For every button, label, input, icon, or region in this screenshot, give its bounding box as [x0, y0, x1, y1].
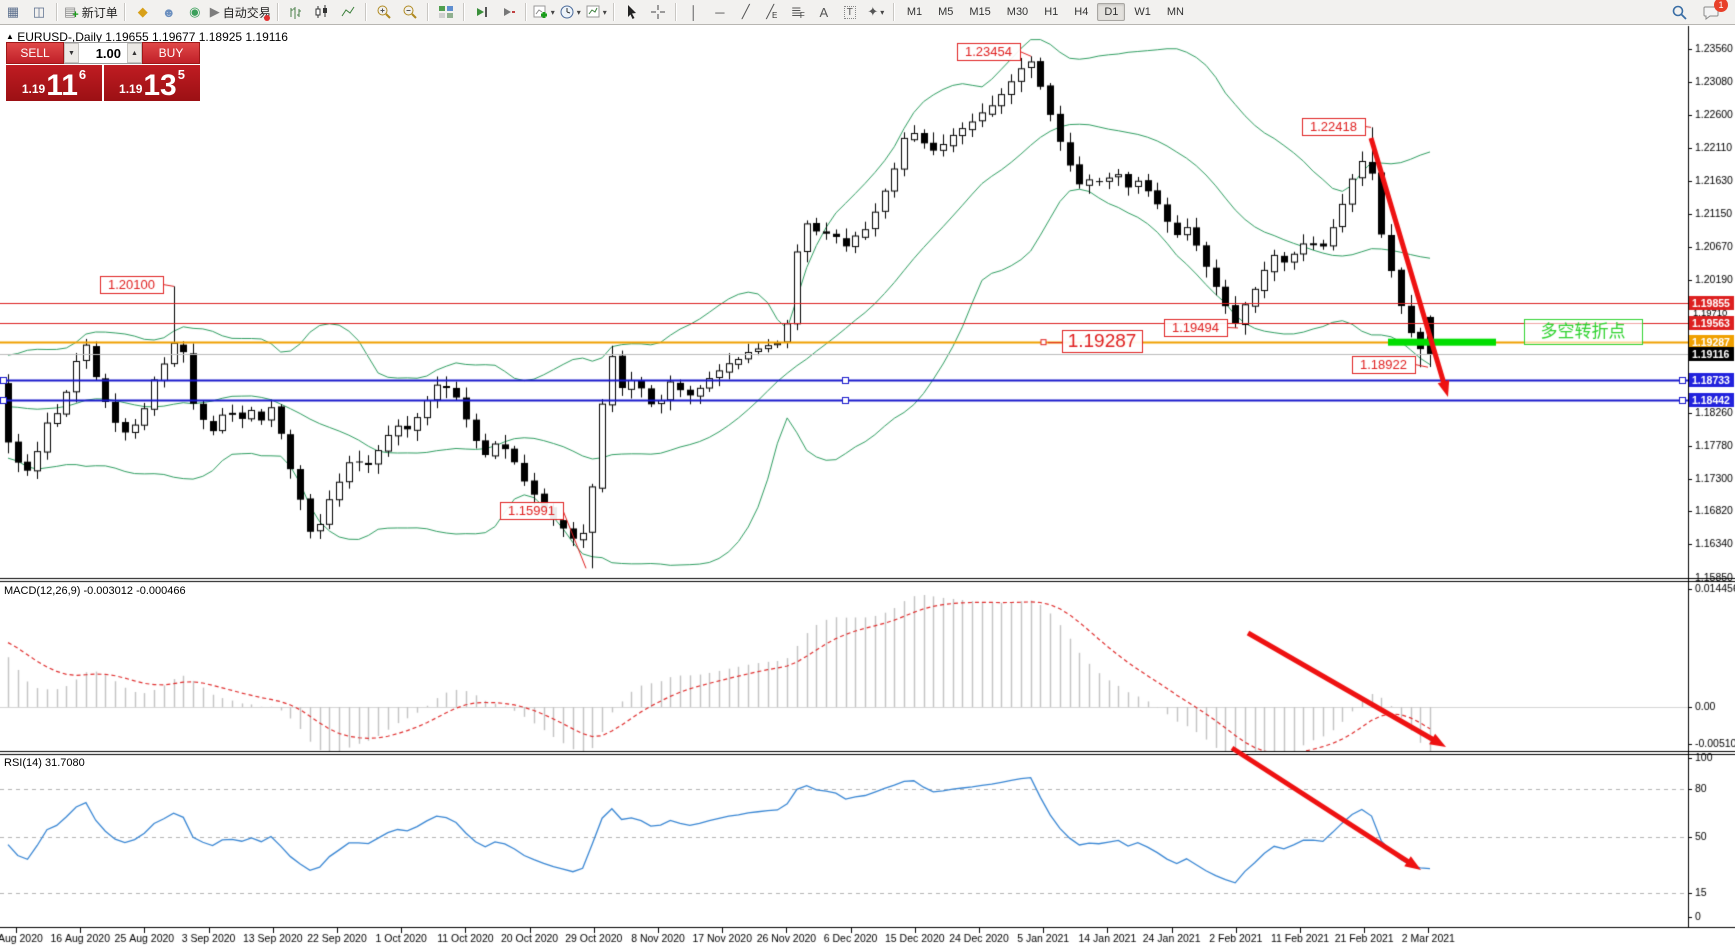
sell-price-quote[interactable]: 1.19 11 6	[6, 65, 102, 101]
plus-overlay-icon: +	[72, 9, 79, 21]
buy-price-quote[interactable]: 1.19 13 5	[104, 65, 200, 101]
toolbar-group-2: ◆ ☻ ◉ ▶ 自动交易	[130, 0, 273, 25]
bar-chart-icon[interactable]	[284, 1, 308, 24]
candlestick-chart-icon[interactable]	[310, 1, 334, 24]
chevron-down-icon[interactable]: ▾	[576, 7, 581, 17]
toolbar-group-5	[433, 0, 459, 25]
chevron-down-icon[interactable]: ▾	[880, 7, 885, 17]
profile-icon[interactable]: ☻	[161, 4, 176, 20]
toolbar-group-6	[469, 0, 521, 25]
toolbar-group-3	[283, 0, 361, 25]
buy-price-small: 1.19	[119, 82, 143, 96]
zoom-in-icon[interactable]	[372, 1, 396, 24]
trendline-icon[interactable]: ╱	[741, 4, 750, 19]
new-order-button-label: 新订单	[81, 5, 118, 20]
sell-price-big: 11	[46, 69, 78, 102]
new-order-button[interactable]: ▤ + 新订单	[64, 4, 118, 21]
vertical-line-icon[interactable]: │	[689, 4, 698, 20]
toolbar-group-7: ▾ ▾ ▾	[531, 0, 609, 25]
timeframe-m1[interactable]: M1	[906, 6, 923, 18]
volume-down-button[interactable]: ▼	[64, 43, 79, 63]
zoom-out-icon[interactable]	[398, 1, 422, 24]
signals-icon[interactable]: ◉	[189, 4, 201, 19]
text-icon[interactable]: A	[819, 4, 829, 20]
toolbar-separator	[426, 3, 429, 21]
periods-icon[interactable]: ▾	[558, 1, 582, 24]
volume-up-button[interactable]: ▲	[127, 43, 142, 63]
volume-stepper[interactable]: ▼ 1.00 ▲	[64, 42, 142, 64]
market-watch-icon[interactable]: ▦	[6, 4, 20, 19]
icon-subscript: F	[799, 10, 805, 20]
data-window-icon[interactable]: ◫	[32, 4, 46, 19]
toolbar-separator	[612, 3, 615, 21]
icon-subscript: E	[772, 10, 778, 20]
autotrade-button[interactable]: ▶ 自动交易	[209, 4, 271, 21]
timeframe-group: M1 M5 M15 M30 H1 H4 D1 W1 MN	[899, 0, 1192, 25]
sell-price-sup: 6	[78, 67, 87, 82]
volume-value[interactable]: 1.00	[95, 45, 121, 61]
chart-shift-icon[interactable]	[496, 1, 520, 24]
indicators-icon[interactable]: ▾	[532, 1, 556, 24]
tile-windows-icon[interactable]	[434, 1, 458, 24]
line-chart-icon[interactable]	[336, 1, 360, 24]
timeframe-h1[interactable]: H1	[1044, 6, 1059, 18]
chat-icon[interactable]: 1	[1699, 0, 1728, 24]
channel-icon[interactable]: ╱ E	[766, 4, 778, 20]
auto-scroll-icon[interactable]	[470, 1, 494, 24]
macd-indicator-label: MACD(12,26,9) -0.003012 -0.000466	[4, 585, 186, 597]
toolbar-separator	[276, 3, 279, 21]
crosshair-icon[interactable]	[646, 1, 670, 24]
toolbar-group-9: │ ─ ╱ ╱ E ≣ F A T ✦ ▾	[681, 0, 889, 25]
history-center-icon[interactable]: ◆	[137, 4, 148, 19]
search-icon[interactable]	[1667, 1, 1691, 24]
toolbar-separator	[56, 3, 58, 21]
toolbar-group-4	[371, 0, 423, 25]
toolbar-separator	[892, 3, 895, 21]
toolbar-separator	[462, 3, 465, 21]
timeframe-w1[interactable]: W1	[1134, 6, 1151, 18]
autotrade-button-label: 自动交易	[222, 5, 271, 20]
fibonacci-icon[interactable]: ≣ F	[790, 4, 805, 20]
horizontal-line-icon[interactable]: ─	[715, 4, 725, 20]
timeframe-m15[interactable]: M15	[969, 6, 991, 18]
chart-title: ▲ EURUSD-,Daily 1.19655 1.19677 1.18925 …	[6, 30, 288, 44]
collapse-triangle-icon[interactable]: ▲	[6, 32, 14, 41]
sell-price-small: 1.19	[21, 82, 46, 96]
one-click-trading-panel: SELL ▼ 1.00 ▲ BUY 1.19 11 6 1.19 13 5	[6, 42, 200, 101]
buy-button[interactable]: BUY	[142, 42, 200, 64]
cursor-icon[interactable]	[620, 1, 644, 24]
chart-symbol: EURUSD-,Daily	[17, 30, 102, 44]
timeframe-d1[interactable]: D1	[1097, 3, 1126, 21]
chevron-down-icon[interactable]: ▾	[602, 7, 607, 17]
chart-ohlc-values: 1.19655 1.19677 1.18925 1.19116	[105, 30, 288, 44]
chevron-down-icon[interactable]: ▾	[550, 7, 555, 17]
toolbar-separator	[123, 3, 126, 21]
toolbar-right-icons: 1	[1663, 0, 1735, 24]
sell-button[interactable]: SELL	[6, 42, 64, 64]
toolbar: ▦ ◫ ▤ + 新订单 ◆ ☻ ◉ ▶ 自动交易 ▾ ▾ ▾ │ ─ ╱ ╱ E ≣ F A T ✦ ▾ M1 M5 M15 M30 H…	[0, 0, 1735, 25]
timeframe-h4[interactable]: H4	[1074, 6, 1089, 18]
buy-price-sup: 5	[177, 67, 185, 82]
buy-price-big: 13	[143, 69, 177, 102]
toolbar-group-0: ▦ ◫	[0, 0, 52, 25]
label-icon[interactable]: T	[838, 1, 862, 24]
rsi-indicator-label: RSI(14) 31.7080	[4, 757, 85, 769]
timeframe-m5[interactable]: M5	[938, 6, 954, 18]
timeframe-m30[interactable]: M30	[1006, 6, 1029, 18]
timeframe-mn[interactable]: MN	[1166, 6, 1184, 18]
toolbar-separator	[364, 3, 367, 21]
toolbar-separator	[524, 3, 527, 21]
autotrade-status-dot	[263, 14, 270, 21]
shapes-icon[interactable]: ✦ ▾	[867, 4, 885, 19]
toolbar-separator	[674, 3, 677, 21]
toolbar-group-8	[619, 0, 671, 25]
notification-badge: 1	[1714, 0, 1728, 12]
toolbar-group-1: ▤ + 新订单	[62, 0, 120, 25]
templates-icon[interactable]: ▾	[584, 1, 608, 24]
